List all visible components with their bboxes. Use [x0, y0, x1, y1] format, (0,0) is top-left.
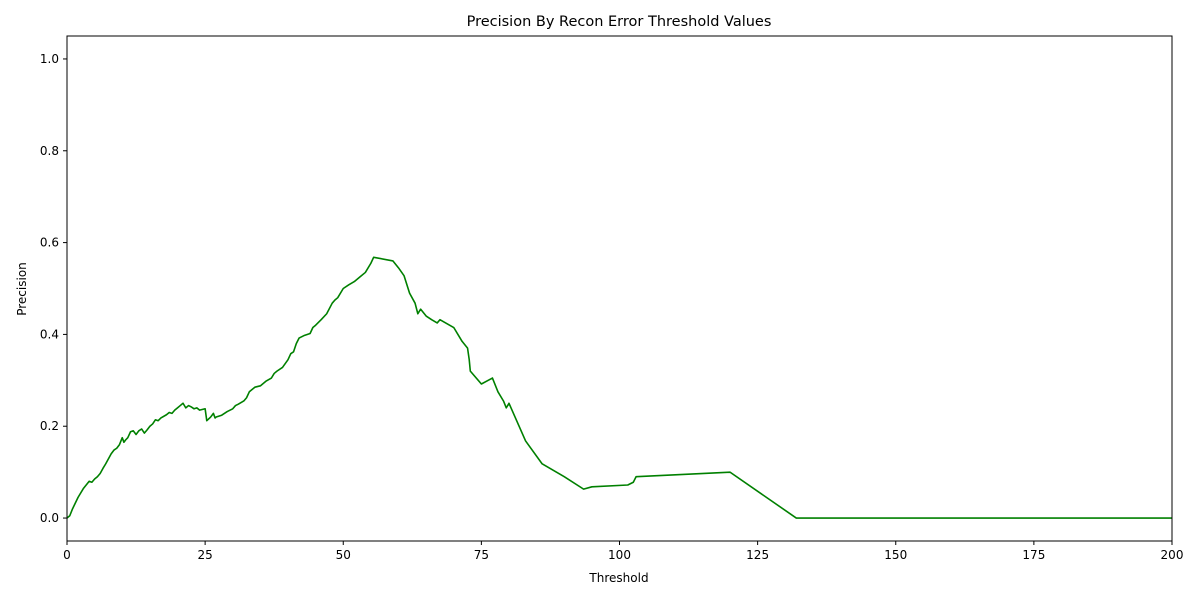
precision-line — [66, 256, 1172, 519]
x-tick-label: 200 — [1161, 548, 1184, 562]
y-tick-label: 0.2 — [40, 419, 59, 433]
y-tick-label: 1.0 — [40, 52, 59, 66]
x-tick-label: 100 — [608, 548, 631, 562]
x-axis-label: Threshold — [588, 571, 648, 585]
x-tick-label: 150 — [884, 548, 907, 562]
x-tick-label: 125 — [746, 548, 769, 562]
y-tick-label: 0.8 — [40, 144, 59, 158]
chart-title: Precision By Recon Error Threshold Value… — [467, 14, 772, 30]
x-tick-label: 175 — [1022, 548, 1045, 562]
y-axis-label: Precision — [15, 262, 29, 316]
x-tick-label: 0 — [63, 548, 71, 562]
y-tick-label: 0.4 — [40, 327, 59, 341]
y-tick-label: 0.6 — [40, 236, 59, 250]
x-tick-label: 25 — [197, 548, 212, 562]
plot-frame — [66, 35, 1173, 542]
y-tick-label: 0.0 — [40, 511, 59, 525]
x-axis: 0 25 50 75 100 125 150 175 200 — [63, 541, 1183, 562]
x-tick-label: 75 — [474, 548, 489, 562]
x-tick-label: 50 — [336, 548, 351, 562]
y-axis: 0.0 0.2 0.4 0.6 0.8 1.0 — [40, 52, 67, 525]
plot-area — [66, 256, 1172, 519]
